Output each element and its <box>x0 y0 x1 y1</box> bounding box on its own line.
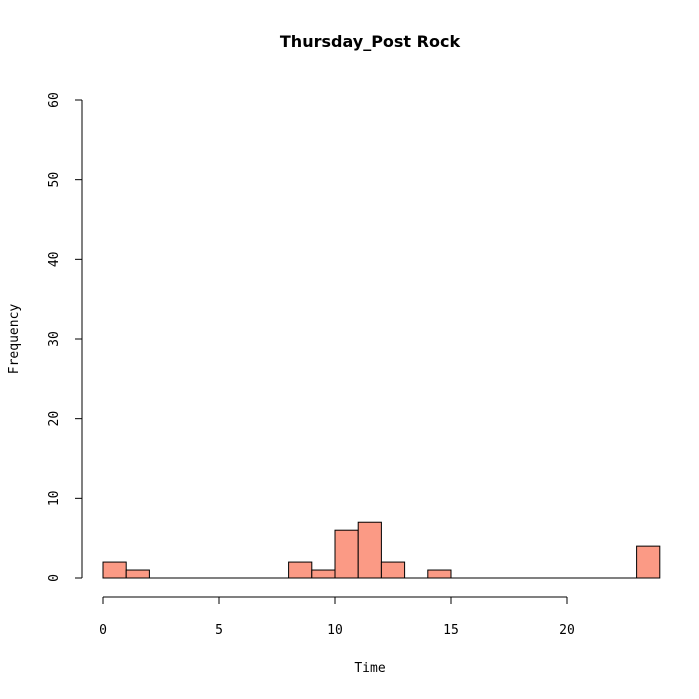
histogram-bar-10-11 <box>334 529 359 579</box>
histogram-bar-9-10 <box>311 569 336 579</box>
histogram-bar-11-12 <box>357 521 382 579</box>
y-tick-label-60: 60 <box>47 92 62 108</box>
y-tick-label-40: 40 <box>47 252 62 268</box>
histogram-bar-8-9 <box>288 561 313 579</box>
y-tick-label-30: 30 <box>47 331 62 347</box>
bars-group <box>102 521 661 579</box>
x-tick-label-0: 0 <box>99 623 107 638</box>
x-tick-label-15: 15 <box>443 623 459 638</box>
x-axis-label: Time <box>354 661 385 676</box>
y-tick-label-50: 50 <box>47 172 62 188</box>
x-tick-label-5: 5 <box>215 623 223 638</box>
histogram-bar-12-13 <box>380 561 406 579</box>
y-tick-label-0: 0 <box>47 574 62 582</box>
histogram-bar-0-1 <box>102 561 127 579</box>
y-axis-label: Frequency <box>7 304 22 375</box>
x-tick-label-10: 10 <box>327 623 343 638</box>
x-tick-label-20: 20 <box>559 623 575 638</box>
y-tick-label-10: 10 <box>47 491 62 507</box>
histogram-bar-1-2 <box>125 569 150 579</box>
histogram-bar-23-24 <box>636 545 661 579</box>
x-axis: 0 5 10 15 20 <box>99 596 575 638</box>
y-tick-label-20: 20 <box>47 411 62 427</box>
histogram-bar-14-15 <box>427 569 452 579</box>
chart-title: Thursday_Post Rock <box>280 32 461 51</box>
y-axis: 0 10 20 30 40 50 60 <box>47 92 83 582</box>
